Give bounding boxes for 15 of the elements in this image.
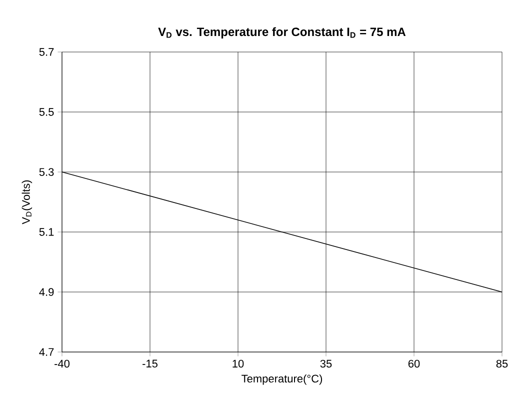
y-tick-label: 5.1 [39, 228, 54, 236]
y-tick-label: 4.7 [39, 348, 54, 356]
x-tick-label: 10 [232, 360, 244, 368]
x-tick-label: 85 [496, 360, 508, 368]
y-tick-label: 5.5 [39, 108, 54, 116]
y-tick-label: 4.9 [39, 288, 54, 296]
x-tick-label: 35 [320, 360, 332, 368]
y-tick-label: 5.3 [39, 168, 54, 176]
y-tick-label: 5.7 [39, 48, 54, 56]
x-tick-label: -40 [54, 360, 70, 368]
y-axis-title: V$_{D}$(Volts) [22, 180, 32, 224]
chart-title: V$_{D}$ vs. Temperature for Constant I$_{D}$ = 75 mA [158, 27, 406, 38]
x-tick-label: -15 [142, 360, 158, 368]
x-tick-label: 60 [408, 360, 420, 368]
x-axis-title: Temperature(°C) [242, 374, 322, 385]
